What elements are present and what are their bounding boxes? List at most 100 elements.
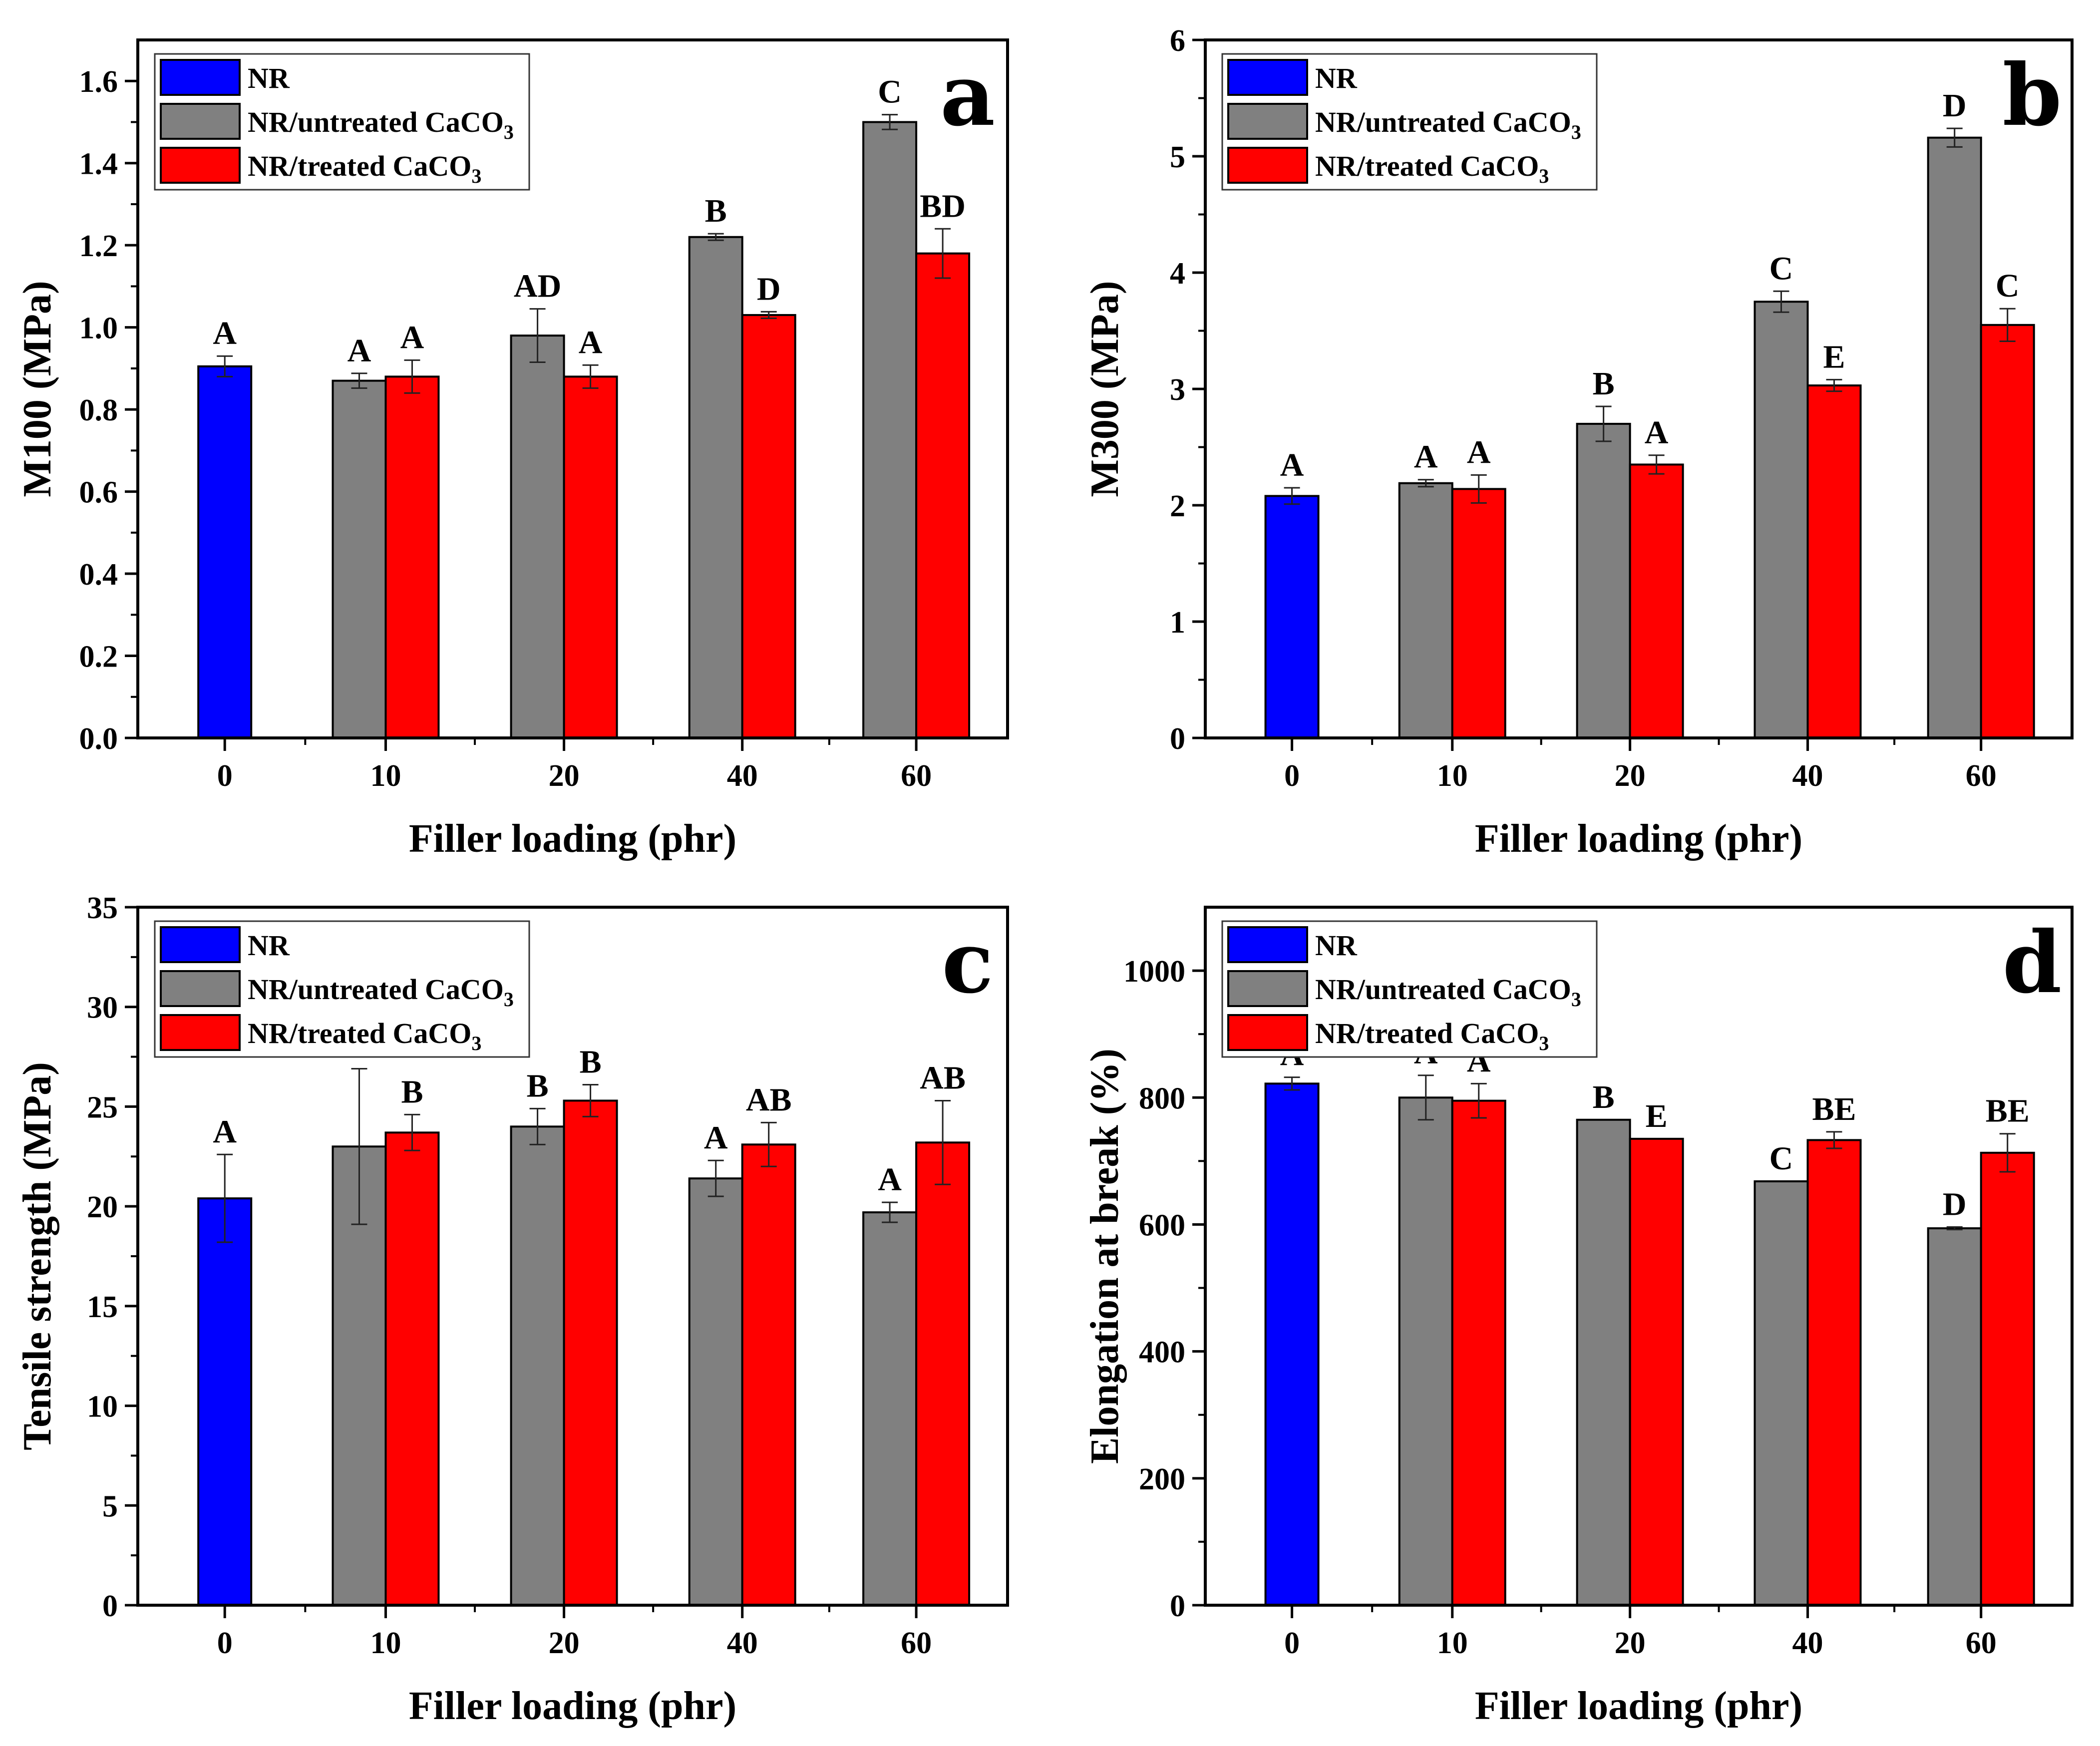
y-tick-label: 5 [102, 1489, 118, 1523]
data-label: D [1943, 1186, 1967, 1223]
bar-c-NR-0 [197, 1197, 253, 1607]
data-label: C [1769, 250, 1793, 287]
x-tick-label: 20 [549, 759, 580, 793]
data-label: C [878, 74, 902, 110]
y-tick-label: 25 [87, 1090, 118, 1124]
x-axis-title: Filler loading (phr) [1475, 1684, 1802, 1728]
legend-swatch-NR [160, 59, 241, 96]
legend-swatch-NR [1227, 926, 1308, 963]
data-label: E [1823, 339, 1845, 375]
legend-label-untreated: NR/untreated CaCO3 [248, 973, 514, 1011]
data-label: B [1593, 365, 1615, 402]
y-tick-label: 0 [1170, 722, 1185, 756]
x-tick-label: 20 [1615, 1626, 1646, 1660]
bar-c-untreated-60 [862, 1211, 918, 1606]
bar-a-untreated-10 [332, 379, 387, 739]
panel-letter: d [2003, 913, 2062, 1013]
y-tick-label: 0.2 [79, 640, 118, 674]
y-tick-label: 15 [87, 1290, 118, 1324]
data-label: E [1646, 1098, 1668, 1134]
bar-c-treated-10 [384, 1131, 440, 1606]
y-tick-label: 1 [1170, 606, 1185, 640]
x-tick-label: 0 [217, 1626, 233, 1660]
legend-label-NR: NR [1315, 62, 1358, 94]
bar-c-treated-60 [915, 1141, 971, 1606]
data-label: BE [1812, 1091, 1856, 1127]
x-axis-title: Filler loading (phr) [1475, 817, 1802, 861]
legend-swatch-NR [1227, 59, 1308, 96]
y-tick-label: 0.6 [79, 476, 118, 510]
data-label: B [580, 1044, 602, 1080]
y-tick-label: 800 [1139, 1081, 1185, 1115]
bar-d-untreated-10 [1398, 1096, 1453, 1606]
bar-c-untreated-20 [510, 1125, 565, 1606]
data-label: AB [746, 1081, 792, 1118]
bar-d-treated-40 [1806, 1139, 1862, 1606]
y-tick-label: 0 [1170, 1589, 1185, 1623]
data-label: A [213, 1113, 237, 1150]
legend-label-treated: NR/treated CaCO3 [1315, 1017, 1549, 1054]
y-tick-label: 5 [1170, 140, 1185, 174]
y-tick-label: 0 [102, 1589, 118, 1623]
data-label: A [1645, 414, 1669, 451]
bar-c-untreated-40 [688, 1177, 743, 1607]
panel-letter: c [942, 913, 994, 1013]
x-tick-label: 20 [1615, 759, 1646, 793]
legend-swatch-treated [1227, 147, 1308, 184]
data-label: A [400, 319, 424, 355]
y-tick-label: 1.6 [79, 65, 118, 99]
data-label: D [757, 271, 781, 307]
data-label: A [348, 333, 371, 369]
x-tick-label: 10 [370, 759, 401, 793]
legend-label-untreated: NR/untreated CaCO3 [1315, 106, 1581, 143]
bar-d-untreated-60 [1927, 1227, 1982, 1607]
x-tick-label: 60 [901, 759, 932, 793]
bar-b-treated-10 [1451, 488, 1506, 739]
x-tick-label: 0 [1284, 759, 1300, 793]
legend-swatch-NR [160, 926, 241, 963]
y-tick-label: 10 [87, 1390, 118, 1424]
legend-swatch-untreated [160, 103, 241, 140]
legend-label-NR: NR [1315, 929, 1358, 962]
bar-d-treated-10 [1451, 1099, 1506, 1606]
panel-letter: b [2003, 45, 2062, 145]
bar-d-NR-0 [1264, 1082, 1320, 1606]
legend-label-untreated: NR/untreated CaCO3 [1315, 973, 1581, 1011]
y-tick-label: 600 [1139, 1208, 1185, 1242]
x-tick-label: 40 [727, 1626, 758, 1660]
data-label: AB [920, 1059, 966, 1096]
legend-swatch-treated [160, 1014, 241, 1051]
bar-b-treated-20 [1629, 463, 1684, 739]
data-label: A [1467, 434, 1491, 470]
y-tick-label: 35 [87, 891, 118, 925]
y-tick-label: 4 [1170, 257, 1185, 291]
plot-frame [1204, 906, 2074, 1607]
legend-label-untreated: NR/untreated CaCO3 [248, 106, 514, 143]
y-tick-label: 3 [1170, 373, 1185, 407]
bar-d-treated-60 [1980, 1151, 2035, 1606]
y-tick-label: 1.2 [79, 229, 118, 263]
x-axis-title: Filler loading (phr) [409, 1684, 736, 1728]
legend-swatch-treated [160, 147, 241, 184]
bar-b-treated-60 [1980, 324, 2035, 739]
data-label: D [1943, 87, 1967, 124]
bar-b-untreated-20 [1576, 422, 1631, 739]
data-label: A [1414, 439, 1438, 475]
x-tick-label: 20 [549, 1626, 580, 1660]
y-tick-label: 30 [87, 991, 118, 1025]
y-tick-label: 1.4 [79, 147, 118, 181]
bar-c-treated-40 [741, 1143, 796, 1607]
y-tick-label: 20 [87, 1190, 118, 1224]
bar-a-treated-20 [563, 375, 618, 739]
data-label: A [213, 315, 237, 351]
bar-a-treated-10 [384, 375, 440, 739]
bar-d-treated-20 [1629, 1137, 1684, 1606]
bar-b-untreated-60 [1927, 136, 1982, 739]
data-label: B [705, 193, 727, 229]
x-tick-label: 40 [727, 759, 758, 793]
data-label: C [1996, 268, 2020, 304]
y-tick-label: 2 [1170, 489, 1185, 523]
data-label: B [1593, 1079, 1615, 1115]
legend: NR NR/untreated CaCO3 NR/treated CaCO3 [1221, 920, 1598, 1058]
